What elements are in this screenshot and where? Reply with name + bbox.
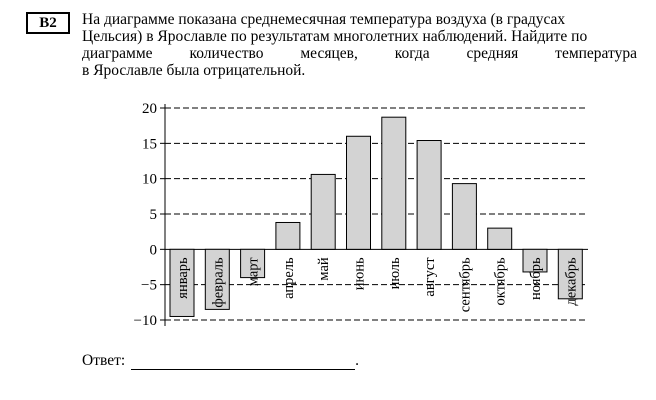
y-tick-label: 20 [142,101,157,117]
bar-декабрь [557,248,583,300]
temperature-bar-chart: 20 15 10 5 0 −5 −10 январь февраль март апрель май… [134,101,588,329]
answer-period: . [355,352,360,369]
bar-март [240,248,266,279]
problem-text: На диаграмме показана среднемесячная тем… [82,11,637,79]
bar-май [310,173,336,250]
bar-август [416,140,442,250]
problem-line-2: Цельсия) в Ярославле по результатам мног… [82,28,588,45]
bar-ноябрь [522,248,548,273]
bar-январь [169,248,195,317]
y-tick-labels: 20 15 10 5 0 −5 −10 [134,101,157,329]
category-labels: январь февраль март апрель май июнь июль август… [175,257,579,313]
task-number-box: B2 [26,12,70,34]
bar-октябрь [487,227,513,250]
y-tick-label: −5 [141,278,157,294]
answer-label: Ответ: [82,352,126,369]
y-tick-label: 10 [142,172,157,188]
category-label: ноябрь [528,257,544,300]
category-label: июль [387,257,403,289]
category-label: октябрь [493,257,509,306]
category-label: август [422,257,438,297]
y-tick-label: −10 [134,313,157,329]
y-tick-label: 5 [150,207,158,223]
category-label: март [246,257,262,287]
category-label: апрель [281,257,297,299]
bars [169,116,583,317]
problem-line-3: диаграмме количество месяцев, когда сред… [82,45,637,62]
problem-line-4: в Ярославле была отрицательной. [82,62,306,79]
bar-июль [381,116,407,250]
category-label: май [316,257,332,281]
answer-input-line[interactable] [131,352,356,370]
category-label: январь [175,257,191,299]
category-label: июнь [352,257,368,290]
y-tick-label: 15 [142,136,157,152]
axes [160,104,166,326]
bar-апрель [275,221,301,250]
category-label: сентябрь [457,257,473,312]
grid-lines [165,107,588,321]
bar-февраль [204,248,230,310]
y-tick-label: 0 [150,242,158,258]
bar-июнь [346,135,371,250]
problem-line-1: На диаграмме показана среднемесячная тем… [82,11,566,28]
bar-сентябрь [451,183,477,250]
answer-row: Ответ: . [82,352,359,370]
category-label: февраль [210,257,226,308]
category-label: декабрь [563,257,579,306]
